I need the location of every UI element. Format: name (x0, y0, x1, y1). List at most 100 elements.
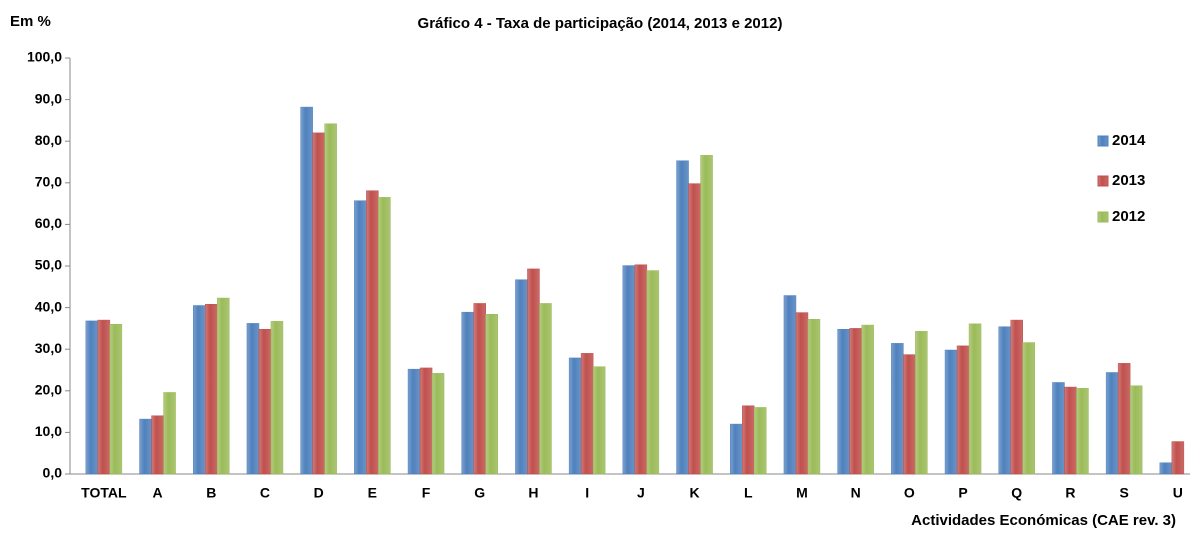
legend-swatch (1097, 211, 1109, 223)
y-tick-label: 90,0 (35, 90, 62, 106)
bar (849, 328, 862, 475)
bar (1171, 441, 1185, 475)
bar (258, 328, 272, 475)
y-tick-label: 80,0 (35, 132, 62, 148)
bar (968, 323, 982, 475)
bar (837, 328, 850, 475)
bar (676, 160, 689, 475)
bar (1022, 342, 1035, 475)
y-tick-label: 30,0 (35, 340, 62, 356)
legend-label: 2013 (1112, 172, 1145, 189)
legend-swatch (1097, 175, 1109, 187)
bar (324, 123, 337, 475)
x-tick-label: R (1065, 485, 1075, 501)
bar (807, 318, 821, 475)
bar (1052, 382, 1065, 475)
bar (205, 304, 218, 475)
bar (1105, 372, 1119, 475)
x-tick-label: O (904, 485, 915, 501)
chart-title: Gráfico 4 - Taxa de participação (2014, … (418, 15, 783, 32)
y-tick-label: 60,0 (35, 215, 62, 231)
x-tick-label: I (585, 485, 589, 501)
bar (461, 311, 474, 475)
bar (1159, 462, 1173, 475)
x-tick-label: K (689, 485, 699, 501)
x-tick-label: D (314, 485, 324, 501)
bar (139, 418, 152, 475)
bar (378, 197, 391, 475)
x-tick-label: C (260, 485, 270, 501)
bar (622, 265, 636, 475)
bar (580, 353, 594, 475)
bar (783, 295, 797, 475)
bar (754, 407, 767, 475)
bar (354, 200, 367, 475)
bar (85, 320, 99, 475)
x-tick-label: M (796, 485, 808, 501)
bar (956, 345, 970, 475)
bar (109, 323, 123, 475)
bar (700, 155, 713, 475)
bar (193, 305, 206, 475)
y-axis-label: Em % (10, 13, 51, 30)
x-tick-label: G (474, 485, 485, 501)
bar (431, 373, 445, 475)
bar (730, 423, 743, 475)
legend-label: 2014 (1112, 132, 1146, 149)
bar (861, 324, 874, 475)
bar (366, 190, 379, 475)
x-tick-label: U (1173, 485, 1183, 501)
bar (1117, 363, 1131, 475)
x-tick-label: TOTAL (81, 485, 127, 501)
bar (903, 354, 916, 475)
legend-swatch (1097, 135, 1109, 147)
bar (1129, 385, 1143, 475)
bar (419, 367, 433, 475)
x-tick-label: L (744, 485, 753, 501)
x-axis-label: Actividades Económicas (CAE rev. 3) (911, 512, 1176, 529)
bar (270, 321, 284, 475)
bar (312, 132, 325, 475)
x-tick-label: Q (1011, 485, 1022, 501)
x-tick-label: P (958, 485, 967, 501)
x-tick-label: F (422, 485, 431, 501)
bar (527, 268, 540, 475)
bar (539, 303, 552, 475)
bar (246, 323, 260, 475)
x-tick-label: N (851, 485, 861, 501)
bar (795, 312, 809, 475)
bar (163, 392, 176, 475)
bar (1064, 386, 1077, 475)
bar (646, 270, 660, 475)
x-tick-label: A (152, 485, 162, 501)
bar (473, 303, 486, 475)
bar (592, 366, 606, 475)
bar (998, 326, 1011, 475)
legend-label: 2012 (1112, 208, 1145, 225)
bar (568, 357, 582, 475)
y-tick-label: 20,0 (35, 382, 62, 398)
x-tick-label: B (206, 485, 216, 501)
y-tick-label: 0,0 (43, 465, 63, 481)
x-tick-label: E (368, 485, 377, 501)
bar (300, 106, 313, 475)
bar (1010, 319, 1023, 475)
y-tick-label: 70,0 (35, 174, 62, 190)
x-tick-label: J (637, 485, 645, 501)
bar (742, 405, 755, 475)
bar (151, 415, 164, 475)
bar (688, 183, 701, 475)
y-tick-label: 100,0 (27, 49, 62, 65)
bar (944, 349, 958, 475)
x-tick-label: S (1119, 485, 1128, 501)
bar (915, 331, 928, 475)
bar (1076, 388, 1089, 475)
x-tick-label: H (528, 485, 538, 501)
bar (634, 264, 648, 475)
bar (485, 314, 498, 475)
y-tick-label: 50,0 (35, 257, 62, 273)
bar (97, 319, 111, 475)
bar (515, 279, 528, 475)
bar (891, 343, 904, 475)
